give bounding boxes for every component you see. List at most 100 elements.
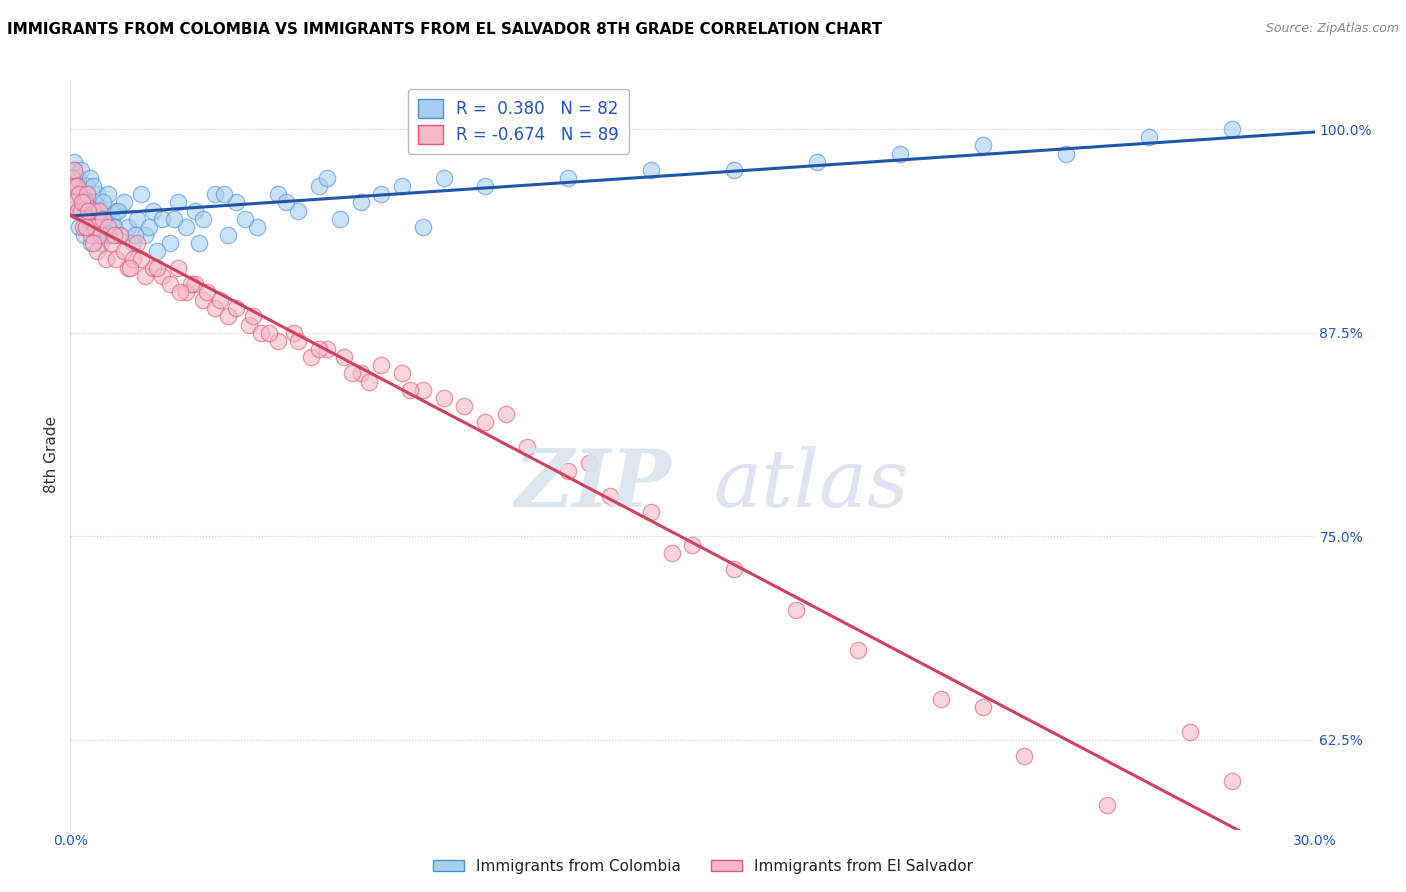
Legend: Immigrants from Colombia, Immigrants from El Salvador: Immigrants from Colombia, Immigrants fro…	[427, 853, 979, 880]
Point	[1220, 773, 1243, 788]
Point	[103, 219, 125, 234]
Point	[267, 334, 290, 348]
Point	[557, 464, 579, 478]
Point	[72, 187, 94, 202]
Point	[246, 219, 269, 234]
Point	[69, 162, 91, 177]
Point	[169, 285, 191, 299]
Point	[120, 260, 142, 275]
Legend: R =  0.380   N = 82, R = -0.674   N = 89: R = 0.380 N = 82, R = -0.674 N = 89	[408, 88, 628, 153]
Point	[124, 227, 146, 242]
Point	[91, 195, 114, 210]
Point	[121, 236, 143, 251]
Point	[103, 227, 125, 242]
Point	[785, 602, 807, 616]
Point	[89, 203, 111, 218]
Point	[112, 195, 135, 210]
Point	[399, 383, 422, 397]
Point	[191, 211, 214, 226]
Point	[67, 219, 90, 234]
Point	[176, 219, 198, 234]
Point	[62, 179, 84, 194]
Point	[67, 179, 90, 194]
Point	[217, 310, 239, 324]
Point	[316, 171, 339, 186]
Point	[412, 219, 434, 234]
Point	[183, 277, 207, 291]
Point	[287, 334, 309, 348]
Point	[308, 342, 330, 356]
Point	[125, 211, 148, 226]
Point	[370, 187, 392, 202]
Point	[94, 252, 117, 267]
Point	[208, 293, 231, 308]
Point	[70, 195, 93, 210]
Point	[195, 285, 218, 299]
Point	[217, 227, 239, 242]
Point	[87, 211, 110, 226]
Point	[82, 203, 104, 218]
Point	[433, 171, 456, 186]
Point	[250, 326, 273, 340]
Point	[846, 643, 869, 657]
Point	[163, 211, 186, 226]
Point	[75, 219, 97, 234]
Point	[433, 391, 456, 405]
Point	[101, 211, 124, 226]
Point	[90, 227, 112, 242]
Point	[167, 260, 190, 275]
Text: Source: ZipAtlas.com: Source: ZipAtlas.com	[1265, 22, 1399, 36]
Point	[108, 227, 131, 242]
Point	[225, 301, 247, 316]
Point	[557, 171, 579, 186]
Point	[474, 415, 496, 429]
Point	[159, 277, 181, 291]
Point	[138, 219, 160, 234]
Point	[453, 399, 475, 413]
Point	[60, 171, 83, 186]
Text: atlas: atlas	[713, 446, 908, 524]
Point	[82, 236, 104, 251]
Point	[1180, 724, 1202, 739]
Point	[931, 692, 953, 706]
Point	[80, 236, 103, 251]
Point	[640, 162, 662, 177]
Point	[67, 187, 90, 202]
Point	[146, 260, 169, 275]
Point	[76, 203, 98, 218]
Point	[134, 227, 156, 242]
Point	[65, 203, 87, 218]
Point	[69, 203, 91, 218]
Point	[86, 244, 108, 259]
Point	[93, 211, 115, 226]
Point	[134, 268, 156, 283]
Point	[142, 203, 165, 218]
Point	[212, 187, 235, 202]
Point	[682, 537, 704, 551]
Point	[176, 285, 198, 299]
Point	[474, 179, 496, 194]
Point	[342, 367, 364, 381]
Point	[73, 195, 96, 210]
Point	[65, 179, 87, 194]
Point	[333, 350, 356, 364]
Point	[1014, 749, 1036, 764]
Point	[370, 359, 392, 373]
Point	[972, 700, 994, 714]
Point	[180, 277, 202, 291]
Point	[84, 195, 107, 210]
Point	[97, 227, 120, 242]
Point	[1220, 122, 1243, 136]
Point	[723, 562, 745, 576]
Point	[350, 367, 373, 381]
Point	[142, 260, 165, 275]
Point	[1137, 130, 1160, 145]
Point	[661, 546, 683, 560]
Point	[112, 244, 135, 259]
Point	[274, 195, 297, 210]
Point	[204, 301, 226, 316]
Point	[159, 236, 181, 251]
Point	[357, 375, 380, 389]
Point	[283, 326, 305, 340]
Point	[73, 203, 96, 218]
